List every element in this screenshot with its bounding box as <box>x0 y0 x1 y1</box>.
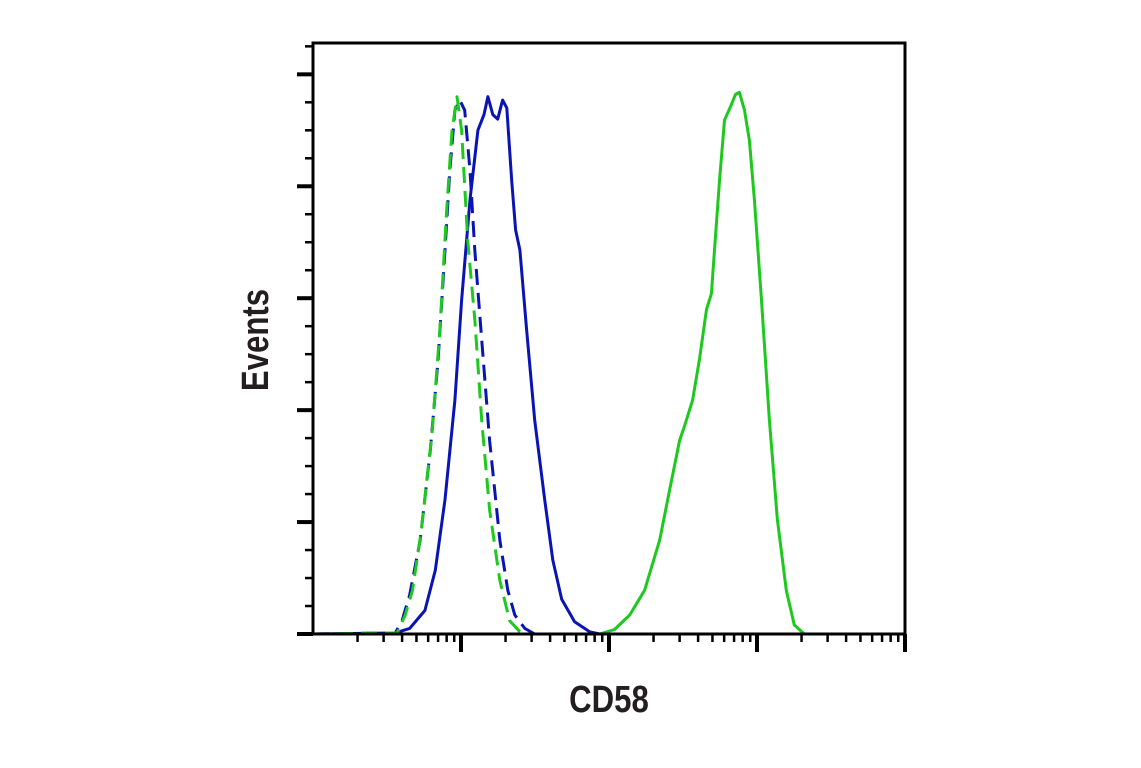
series-line-3 <box>312 95 905 636</box>
plot-frame <box>311 41 907 636</box>
series-line-2 <box>312 98 905 636</box>
series-line-1 <box>312 95 905 636</box>
plot-curves <box>312 90 905 636</box>
axes <box>297 41 907 652</box>
series-line-4 <box>313 90 905 636</box>
y-axis-label: Events <box>235 289 277 391</box>
x-axis-label: CD58 <box>569 679 649 721</box>
